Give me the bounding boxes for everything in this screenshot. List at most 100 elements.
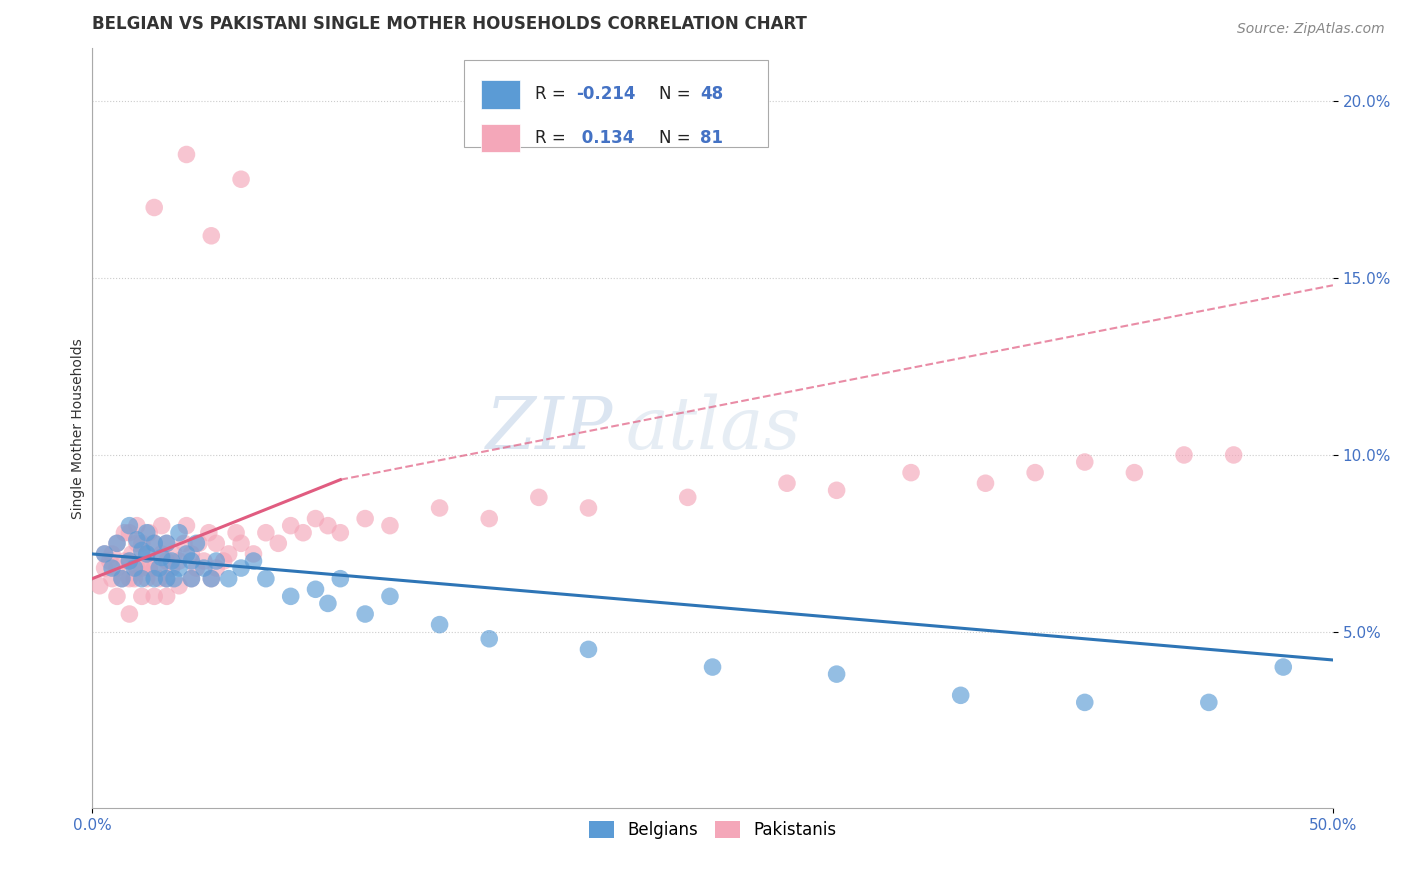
Point bbox=[254, 525, 277, 540]
Point bbox=[527, 491, 550, 505]
Point bbox=[118, 572, 141, 586]
Point bbox=[180, 554, 202, 568]
Point bbox=[135, 547, 157, 561]
Point bbox=[143, 561, 166, 575]
Point bbox=[1272, 660, 1295, 674]
Point bbox=[93, 547, 115, 561]
Point bbox=[160, 554, 183, 568]
Point bbox=[125, 533, 148, 547]
Point bbox=[354, 511, 377, 525]
Point bbox=[176, 547, 198, 561]
Point bbox=[200, 228, 222, 243]
Point bbox=[329, 525, 352, 540]
Text: ZIP: ZIP bbox=[486, 393, 613, 464]
Point bbox=[131, 561, 153, 575]
Point bbox=[124, 572, 146, 586]
Point bbox=[186, 536, 208, 550]
Point bbox=[125, 561, 148, 575]
Text: -0.214: -0.214 bbox=[576, 86, 636, 103]
Point bbox=[229, 561, 252, 575]
Point bbox=[93, 547, 115, 561]
Point bbox=[1074, 455, 1097, 469]
Point bbox=[218, 572, 240, 586]
Point bbox=[1123, 466, 1146, 480]
Point bbox=[702, 660, 724, 674]
FancyBboxPatch shape bbox=[464, 60, 768, 147]
Point bbox=[193, 554, 215, 568]
Point bbox=[478, 511, 501, 525]
Point bbox=[212, 554, 235, 568]
Point bbox=[135, 572, 157, 586]
Point bbox=[949, 689, 972, 703]
Point bbox=[148, 561, 170, 575]
Point bbox=[167, 525, 190, 540]
Point bbox=[125, 518, 148, 533]
Point bbox=[205, 536, 228, 550]
FancyBboxPatch shape bbox=[481, 124, 520, 153]
Point bbox=[105, 536, 128, 550]
Point bbox=[292, 525, 315, 540]
Point bbox=[825, 483, 848, 498]
Point bbox=[156, 536, 179, 550]
Point bbox=[163, 547, 186, 561]
Point bbox=[280, 590, 302, 604]
Point bbox=[200, 572, 222, 586]
Text: 81: 81 bbox=[700, 129, 723, 147]
Point bbox=[156, 536, 179, 550]
Point bbox=[1222, 448, 1244, 462]
Point bbox=[143, 572, 166, 586]
Point bbox=[329, 572, 352, 586]
Point bbox=[478, 632, 501, 646]
Point bbox=[218, 547, 240, 561]
Point bbox=[114, 525, 136, 540]
Point bbox=[1074, 695, 1097, 709]
Point bbox=[138, 561, 160, 575]
Text: R =: R = bbox=[536, 86, 571, 103]
Point bbox=[131, 536, 153, 550]
Point bbox=[193, 561, 215, 575]
Point bbox=[304, 511, 326, 525]
Point bbox=[160, 561, 183, 575]
Point bbox=[304, 582, 326, 597]
Text: BELGIAN VS PAKISTANI SINGLE MOTHER HOUSEHOLDS CORRELATION CHART: BELGIAN VS PAKISTANI SINGLE MOTHER HOUSE… bbox=[93, 15, 807, 33]
Point bbox=[205, 561, 228, 575]
Point bbox=[101, 572, 124, 586]
Text: N =: N = bbox=[659, 129, 696, 147]
Point bbox=[118, 554, 141, 568]
Point bbox=[156, 572, 179, 586]
Point bbox=[131, 572, 153, 586]
Point bbox=[111, 572, 134, 586]
Point bbox=[429, 617, 451, 632]
Point bbox=[156, 572, 179, 586]
Point bbox=[138, 525, 160, 540]
Point bbox=[150, 550, 173, 565]
Point bbox=[143, 201, 166, 215]
FancyBboxPatch shape bbox=[481, 80, 520, 109]
Text: N =: N = bbox=[659, 86, 696, 103]
Point bbox=[143, 536, 166, 550]
Point bbox=[316, 518, 339, 533]
Point bbox=[200, 572, 222, 586]
Point bbox=[578, 642, 600, 657]
Point bbox=[167, 554, 190, 568]
Text: Source: ZipAtlas.com: Source: ZipAtlas.com bbox=[1237, 22, 1385, 37]
Point bbox=[242, 554, 264, 568]
Point bbox=[118, 518, 141, 533]
Point bbox=[148, 572, 170, 586]
Point bbox=[173, 536, 195, 550]
Point bbox=[124, 561, 146, 575]
Point bbox=[180, 572, 202, 586]
Point bbox=[125, 536, 148, 550]
Point bbox=[974, 476, 997, 491]
Point bbox=[229, 536, 252, 550]
Point bbox=[167, 579, 190, 593]
Point bbox=[118, 525, 141, 540]
Point bbox=[180, 547, 202, 561]
Point bbox=[150, 518, 173, 533]
Point bbox=[186, 561, 208, 575]
Point bbox=[180, 572, 202, 586]
Point bbox=[143, 536, 166, 550]
Point bbox=[105, 590, 128, 604]
Point bbox=[101, 547, 124, 561]
Y-axis label: Single Mother Households: Single Mother Households bbox=[72, 338, 86, 519]
